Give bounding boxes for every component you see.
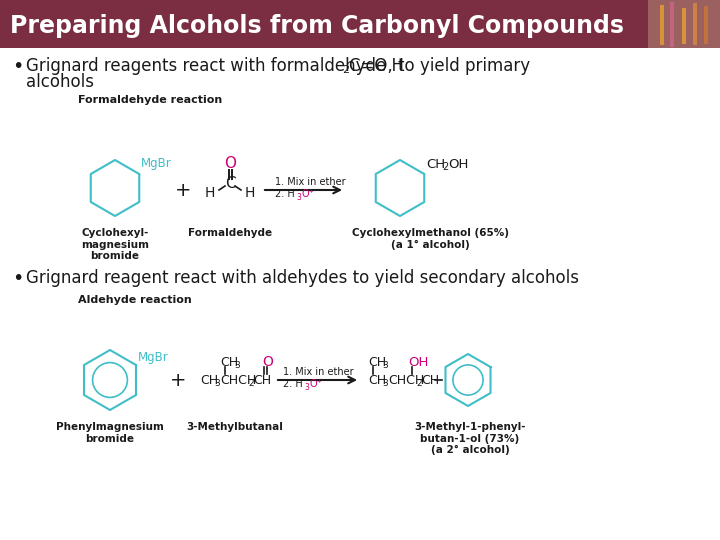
Text: 2. H: 2. H xyxy=(275,189,294,199)
Text: 2: 2 xyxy=(248,379,253,388)
Text: O: O xyxy=(224,156,236,171)
Text: OH: OH xyxy=(448,158,469,171)
Text: CH: CH xyxy=(200,374,218,387)
Text: Phenylmagnesium
bromide: Phenylmagnesium bromide xyxy=(56,422,164,443)
Bar xyxy=(704,6,708,44)
Text: OH: OH xyxy=(408,355,428,368)
Bar xyxy=(648,0,720,48)
Text: CH: CH xyxy=(421,374,439,387)
Text: CH: CH xyxy=(368,374,386,387)
Text: Preparing Alcohols from Carbonyl Compounds: Preparing Alcohols from Carbonyl Compoun… xyxy=(10,14,624,38)
Text: CH: CH xyxy=(253,374,271,387)
Text: 2. H: 2. H xyxy=(283,379,302,389)
Text: 3: 3 xyxy=(296,192,301,201)
Text: MgBr: MgBr xyxy=(141,158,172,171)
Text: CH: CH xyxy=(368,355,386,368)
Text: C=O, to yield primary: C=O, to yield primary xyxy=(349,57,530,75)
Text: 3-Methylbutanal: 3-Methylbutanal xyxy=(186,422,284,432)
Text: alcohols: alcohols xyxy=(26,73,94,91)
Text: 3: 3 xyxy=(382,379,388,388)
Text: Formaldehyde reaction: Formaldehyde reaction xyxy=(78,95,222,105)
Text: O: O xyxy=(262,355,273,369)
Text: C: C xyxy=(225,177,235,192)
Text: 3: 3 xyxy=(304,382,309,392)
Text: Formaldehyde: Formaldehyde xyxy=(188,228,272,238)
Bar xyxy=(0,0,720,48)
Bar xyxy=(670,2,674,47)
Text: CHCH: CHCH xyxy=(220,374,256,387)
Bar xyxy=(693,3,697,45)
Text: CH: CH xyxy=(220,355,238,368)
Text: CHCH: CHCH xyxy=(388,374,424,387)
Text: Grignard reagent react with aldehydes to yield secondary alcohols: Grignard reagent react with aldehydes to… xyxy=(26,269,579,287)
Text: •: • xyxy=(12,57,23,76)
Text: 3-Methyl-1-phenyl-
butan-1-ol (73%)
(a 2° alcohol): 3-Methyl-1-phenyl- butan-1-ol (73%) (a 2… xyxy=(414,422,526,455)
Text: 3: 3 xyxy=(382,361,388,369)
Text: 1. Mix in ether: 1. Mix in ether xyxy=(275,177,346,187)
Text: O⁺: O⁺ xyxy=(309,379,322,389)
Text: 2: 2 xyxy=(416,379,422,388)
Text: Aldehyde reaction: Aldehyde reaction xyxy=(78,295,192,305)
Bar xyxy=(660,5,664,45)
Text: 1. Mix in ether: 1. Mix in ether xyxy=(283,367,354,377)
Text: O⁺: O⁺ xyxy=(301,189,314,199)
Text: +: + xyxy=(175,180,192,199)
Text: H: H xyxy=(245,186,255,200)
Text: CH: CH xyxy=(426,158,445,171)
Text: H: H xyxy=(204,186,215,200)
Text: Cyclohexyl-
magnesium
bromide: Cyclohexyl- magnesium bromide xyxy=(81,228,149,261)
Text: •: • xyxy=(12,268,23,287)
Text: 3: 3 xyxy=(234,361,240,369)
Text: +: + xyxy=(170,370,186,389)
Text: MgBr: MgBr xyxy=(138,352,168,365)
Bar xyxy=(682,8,686,44)
Text: Cyclohexylmethanol (65%)
(a 1° alcohol): Cyclohexylmethanol (65%) (a 1° alcohol) xyxy=(351,228,508,249)
Text: 2: 2 xyxy=(342,65,349,75)
Text: 3: 3 xyxy=(214,379,220,388)
Text: 2: 2 xyxy=(442,162,449,172)
Text: Grignard reagents react with formaldehyde H: Grignard reagents react with formaldehyd… xyxy=(26,57,404,75)
